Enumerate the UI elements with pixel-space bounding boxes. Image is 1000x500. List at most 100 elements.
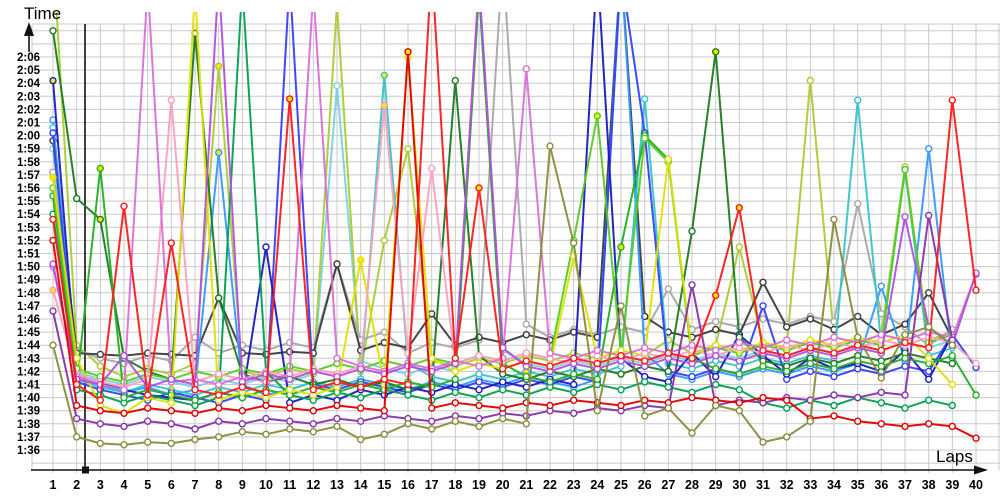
- data-point-marker: [49, 129, 57, 137]
- y-tick-label: 1:39: [17, 406, 40, 418]
- data-point-marker: [499, 414, 507, 423]
- data-point-marker: [546, 401, 554, 410]
- data-point-marker: [404, 48, 412, 56]
- data-point-marker: [309, 407, 317, 415]
- data-point-marker: [333, 354, 341, 362]
- data-point-marker: [546, 142, 554, 150]
- data-point-marker: [806, 76, 814, 85]
- y-tick-label: 1:53: [17, 222, 40, 234]
- data-point-marker: [451, 354, 459, 362]
- data-point-marker: [664, 155, 672, 163]
- y-tick-label: 2:02: [17, 104, 40, 116]
- data-point-marker: [96, 396, 105, 404]
- data-point-marker: [522, 372, 530, 381]
- x-tick-label: 17: [425, 478, 439, 492]
- x-tick-label: 36: [874, 478, 888, 492]
- data-point-marker: [333, 82, 341, 90]
- data-point-marker: [120, 352, 128, 360]
- data-point-marker: [830, 333, 838, 341]
- data-point-marker: [167, 96, 176, 104]
- data-point-marker: [262, 243, 270, 251]
- data-point-marker: [143, 391, 152, 399]
- data-point-marker: [925, 344, 933, 352]
- data-point-marker: [570, 396, 578, 404]
- data-point-marker: [357, 417, 365, 425]
- data-point-marker: [475, 352, 483, 360]
- data-point-marker: [309, 420, 317, 428]
- data-point-marker: [96, 350, 105, 359]
- data-point-marker: [925, 289, 933, 297]
- x-tick-label: 21: [519, 478, 533, 492]
- series-line-red2: [52, 50, 977, 440]
- data-point-marker: [451, 367, 459, 376]
- data-point-marker: [522, 357, 530, 365]
- data-point-marker: [830, 317, 838, 326]
- data-point-marker: [712, 48, 720, 56]
- data-point-marker: [688, 393, 696, 402]
- x-axis-arrow-icon: [974, 465, 988, 475]
- data-point-marker: [877, 374, 885, 382]
- data-point-marker: [428, 425, 436, 433]
- data-point-marker: [357, 256, 365, 264]
- data-point-marker: [72, 414, 81, 423]
- data-point-marker: [475, 393, 483, 402]
- x-tick-label: 20: [496, 478, 510, 492]
- series-red2: [49, 48, 980, 442]
- data-point-marker: [830, 365, 838, 373]
- data-point-marker: [96, 362, 105, 370]
- data-point-marker: [925, 420, 933, 428]
- data-point-marker: [286, 404, 294, 412]
- y-tick-label: 1:44: [17, 340, 41, 352]
- data-point-marker: [664, 383, 672, 391]
- data-point-marker: [262, 388, 270, 397]
- y-tick-label: 1:43: [17, 353, 40, 365]
- data-point-marker: [262, 414, 270, 423]
- data-point-marker: [830, 349, 838, 357]
- data-point-marker: [238, 407, 247, 415]
- data-point-marker: [522, 320, 530, 328]
- data-point-marker: [499, 378, 507, 386]
- x-tick-label: 3: [97, 478, 104, 492]
- data-point-marker: [948, 96, 956, 104]
- y-tick-label: 1:47: [17, 301, 40, 313]
- data-point-marker: [380, 71, 388, 80]
- data-point-marker: [475, 386, 483, 394]
- data-point-marker: [167, 399, 176, 407]
- data-point-marker: [664, 404, 672, 412]
- data-point-marker: [664, 367, 672, 376]
- data-point-marker: [901, 404, 909, 412]
- y-tick-label: 1:42: [17, 366, 40, 378]
- data-point-marker: [191, 409, 199, 417]
- data-point-marker: [357, 365, 365, 373]
- data-point-marker: [570, 388, 578, 397]
- data-point-marker: [214, 417, 223, 425]
- data-point-marker: [143, 417, 152, 425]
- data-point-marker: [120, 202, 128, 211]
- x-tick-label: 2: [73, 478, 80, 492]
- data-point-marker: [72, 401, 81, 410]
- series-line-gray: [52, 12, 954, 365]
- data-point-marker: [925, 396, 933, 404]
- series-group: [49, 12, 980, 449]
- data-point-marker: [96, 439, 105, 448]
- data-point-marker: [309, 428, 317, 436]
- series-line-violet: [52, 12, 977, 389]
- data-point-marker: [357, 435, 365, 444]
- data-point-marker: [783, 336, 791, 344]
- y-tick-label: 1:52: [17, 235, 40, 247]
- data-point-marker: [380, 407, 388, 415]
- data-point-marker: [877, 362, 885, 370]
- data-point-marker: [783, 396, 791, 404]
- series-olive: [49, 142, 956, 449]
- y-tick-label: 1:45: [17, 327, 41, 339]
- x-tick-label: 13: [330, 478, 344, 492]
- x-tick-label: 14: [354, 478, 368, 492]
- data-point-marker: [972, 286, 980, 294]
- data-point-marker: [948, 352, 956, 360]
- data-point-marker: [475, 414, 483, 423]
- data-point-marker: [877, 346, 885, 355]
- data-point-marker: [380, 430, 388, 438]
- data-point-marker: [783, 352, 791, 360]
- data-point-marker: [167, 239, 176, 247]
